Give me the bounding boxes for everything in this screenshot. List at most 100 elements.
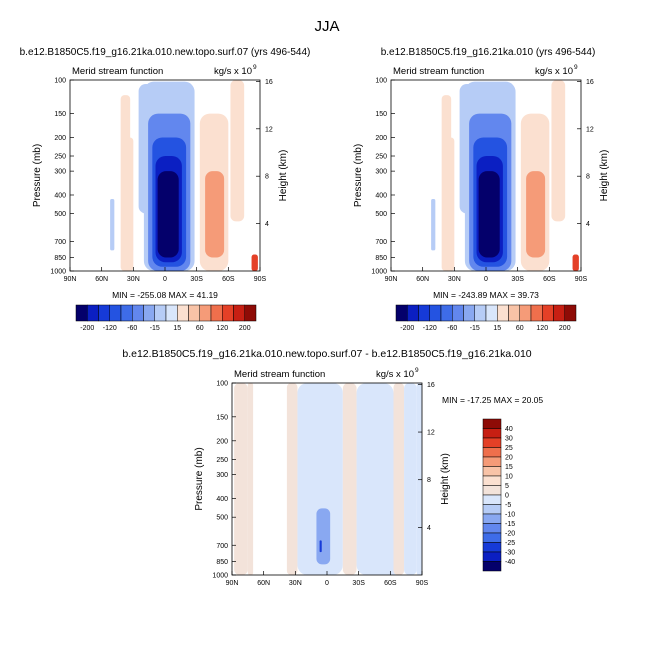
contour-region	[551, 80, 566, 222]
colorbar-swatch	[463, 304, 475, 322]
y-tick-label: 200	[216, 438, 228, 445]
units-exponent: 9	[415, 367, 419, 374]
x-tick-label: 30S	[511, 276, 524, 283]
min-max-label: MIN = -17.25 MAX = 20.05	[442, 395, 543, 405]
right-tick-label: 8	[265, 174, 269, 181]
y-tick-label: 100	[54, 78, 66, 85]
y-tick-label: 200	[375, 135, 387, 142]
y-tick-label: 400	[216, 496, 228, 503]
colorbar-label: 15	[505, 464, 513, 471]
colorbar-label: -60	[127, 325, 137, 332]
y-tick-label: 1000	[50, 269, 66, 276]
colorbar-label: -60	[447, 325, 457, 332]
y-tick-label: 500	[375, 211, 387, 218]
contour-region	[356, 383, 394, 575]
min-max-label: MIN = -243.89 MAX = 39.73	[433, 290, 539, 300]
x-tick-label: 90N	[64, 276, 77, 283]
colorbar-swatch	[482, 418, 502, 429]
colorbar-swatch	[188, 304, 200, 322]
colorbar-label: -25	[505, 540, 515, 547]
x-tick-label: 60N	[95, 276, 108, 283]
colorbar-label: 0	[505, 493, 509, 500]
contour-region	[316, 508, 331, 565]
x-tick-label: 90S	[254, 276, 267, 283]
contour-region	[404, 383, 417, 575]
figure-title: JJA	[314, 18, 339, 35]
subtitle-right: kg/s x 10	[214, 66, 252, 77]
contour-region	[319, 540, 322, 553]
contour-region	[247, 383, 254, 575]
colorbar-label: 120	[536, 325, 548, 332]
panels-layer: b.e12.B1850C5.f19_g16.21ka.010.new.topo.…	[20, 47, 610, 587]
colorbar-label: -200	[80, 325, 94, 332]
right-tick-label: 16	[586, 79, 594, 86]
x-tick-label: 60N	[257, 580, 270, 587]
contour-region	[286, 383, 298, 575]
colorbar-label: -15	[150, 325, 160, 332]
y-axis-label: Pressure (mb)	[32, 144, 43, 207]
colorbar-swatch	[87, 304, 99, 322]
chart-panel-1: b.e12.B1850C5.f19_g16.21ka.010.new.topo.…	[20, 47, 311, 300]
x-tick-label: 60N	[416, 276, 429, 283]
colorbar-swatch	[482, 428, 502, 439]
right-tick-label: 4	[427, 525, 431, 532]
colorbar-swatch	[132, 304, 144, 322]
colorbar-swatch	[154, 304, 167, 322]
colorbar-swatch	[165, 304, 178, 322]
colorbar-swatch	[120, 304, 133, 322]
x-tick-label: 60S	[384, 580, 397, 587]
colorbar-swatch	[530, 304, 543, 322]
colorbar-swatch	[244, 304, 257, 322]
colorbar-swatch	[497, 304, 509, 322]
y-axis-label-right: Height (km)	[278, 150, 289, 202]
panel-title: b.e12.B1850C5.f19_g16.21ka.010.new.topo.…	[122, 348, 531, 360]
y-tick-label: 300	[216, 472, 228, 479]
colorbar-label: -40	[505, 559, 515, 566]
colorbar-swatch	[210, 304, 223, 322]
x-tick-label: 30S	[190, 276, 203, 283]
x-tick-label: 30N	[448, 276, 461, 283]
colorbar-swatch	[474, 304, 487, 322]
y-tick-label: 250	[216, 457, 228, 464]
x-tick-label: 60S	[543, 276, 556, 283]
y-axis-label-right: Height (km)	[440, 453, 451, 505]
colorbar-swatch	[440, 304, 453, 322]
y-tick-label: 700	[375, 239, 387, 246]
colorbar-swatch	[508, 304, 520, 322]
colorbar-label: 15	[173, 325, 181, 332]
y-tick-label: 500	[216, 515, 228, 522]
colorbar-swatch	[482, 532, 502, 543]
colorbar-swatch	[429, 304, 442, 322]
x-tick-label: 30S	[352, 580, 365, 587]
x-tick-label: 0	[163, 276, 167, 283]
colorbar-label: 30	[505, 436, 513, 443]
y-tick-label: 100	[216, 381, 228, 388]
right-tick-label: 12	[265, 126, 273, 133]
x-tick-label: 60S	[222, 276, 235, 283]
y-tick-label: 150	[54, 111, 66, 118]
colorbar-swatch	[482, 466, 502, 477]
right-tick-label: 8	[586, 174, 590, 181]
colorbar-swatch	[482, 456, 502, 467]
colorbar-swatch	[553, 304, 565, 322]
contour-region	[234, 383, 248, 575]
colorbar-label: 10	[505, 474, 513, 481]
contour-region	[431, 199, 436, 251]
colorbar-label: -20	[505, 531, 515, 538]
colorbar-swatch	[482, 485, 502, 496]
contour-region	[342, 383, 357, 575]
colorbar-label: 120	[216, 325, 228, 332]
colorbar-3: 40 30 25 20 15 10 5 0 -5 -10 -15 -20 -25 -30 -40	[482, 418, 515, 572]
colorbar-label: 25	[505, 445, 513, 452]
colorbar-1: -200 -120 -60 -15 15 60 120 200	[75, 304, 257, 332]
colorbar-label: -10	[505, 512, 515, 519]
colorbar-label: 60	[516, 325, 524, 332]
colorbar-swatch	[482, 542, 502, 553]
colorbar-swatch	[395, 304, 408, 322]
colorbar-swatch	[564, 304, 577, 322]
colorbar-label: -30	[505, 550, 515, 557]
colorbar-label: 15	[493, 325, 501, 332]
y-tick-label: 150	[375, 111, 387, 118]
colorbar-swatch	[98, 304, 110, 322]
